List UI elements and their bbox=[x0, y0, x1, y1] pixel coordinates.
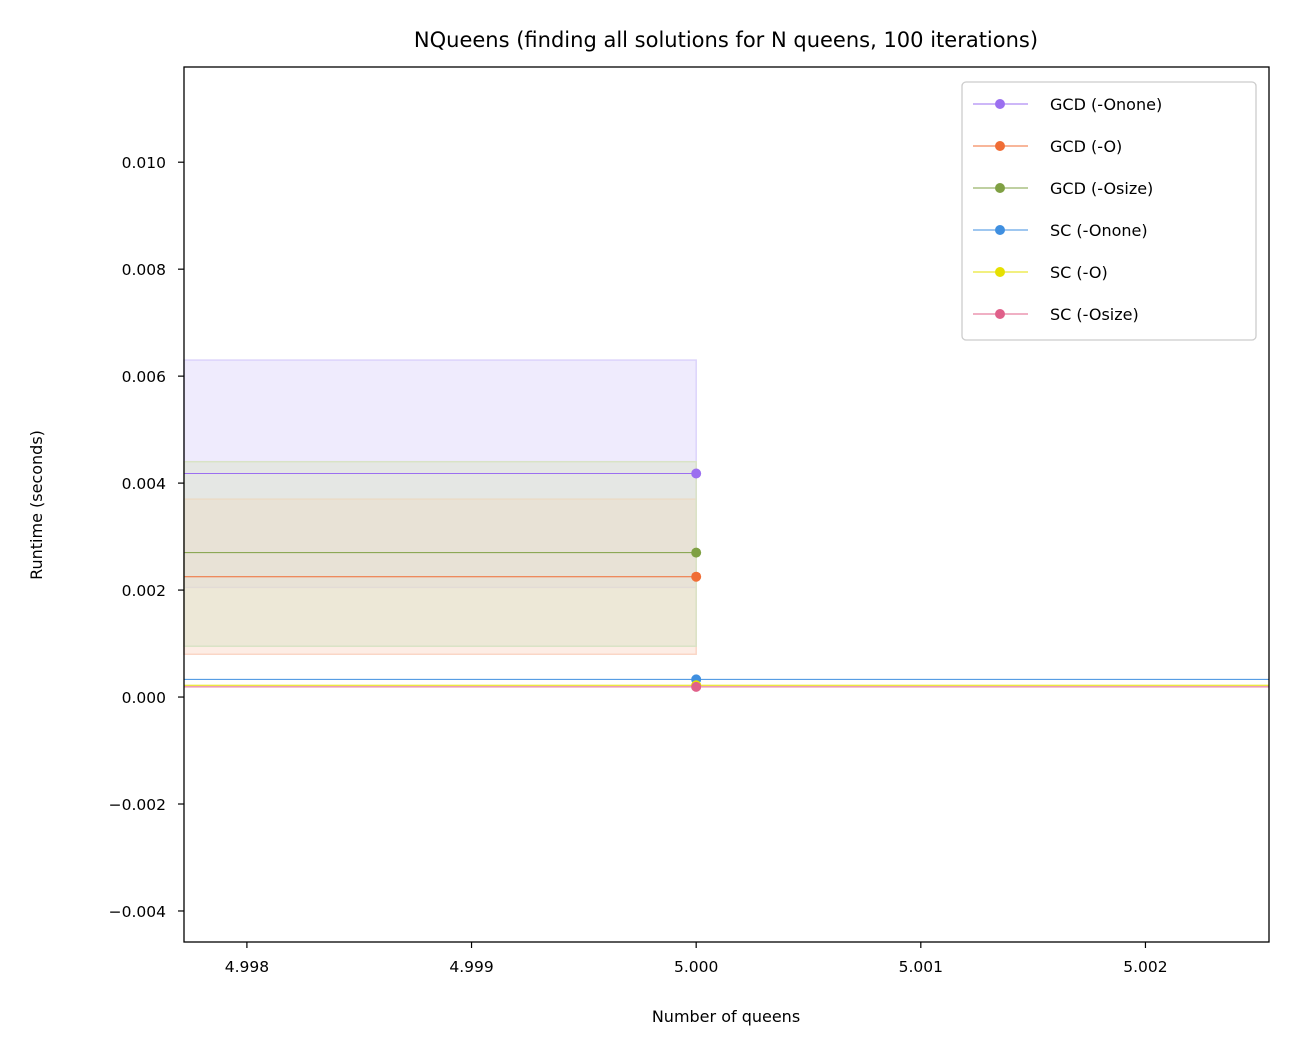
legend-swatch-marker bbox=[995, 183, 1005, 193]
legend-box bbox=[961, 81, 1257, 341]
confidence-bands bbox=[183, 359, 697, 656]
legend-swatch-marker bbox=[995, 141, 1005, 151]
data-point bbox=[691, 681, 702, 692]
legend-swatch-marker bbox=[995, 225, 1005, 235]
y-tick-label: 0.000 bbox=[122, 689, 166, 707]
series-points bbox=[691, 468, 702, 692]
data-point bbox=[691, 468, 702, 479]
axis-ticks: 4.998 4.999 5.000 5.001 5.002 −0.004 −0.002 0.0… bbox=[109, 154, 1168, 976]
legend-swatch-marker bbox=[995, 267, 1005, 277]
y-axis-label: Runtime (seconds) bbox=[27, 430, 46, 580]
x-tick-label: 4.998 bbox=[225, 958, 269, 976]
y-tick-label: 0.004 bbox=[122, 475, 166, 493]
x-tick-label: 4.999 bbox=[449, 958, 493, 976]
data-point bbox=[691, 547, 702, 558]
y-tick-label: 0.006 bbox=[122, 368, 166, 386]
x-tick-label: 5.000 bbox=[674, 958, 718, 976]
x-tick-label: 5.001 bbox=[899, 958, 943, 976]
legend: GCD (-Onone) GCD (-O) GCD (-Osize) SC (-Ono… bbox=[961, 81, 1257, 341]
legend-swatch-marker bbox=[995, 309, 1005, 319]
y-tick-label: 0.008 bbox=[122, 261, 166, 279]
legend-entry-label: SC (-Osize) bbox=[1050, 305, 1139, 324]
data-point bbox=[691, 571, 702, 582]
legend-swatch-marker bbox=[995, 99, 1005, 109]
series-lines bbox=[184, 472, 1269, 688]
chart-title: NQueens (finding all solutions for N que… bbox=[414, 28, 1038, 52]
y-tick-label: 0.010 bbox=[122, 154, 166, 172]
y-tick-label: −0.002 bbox=[109, 796, 166, 814]
x-tick-label: 5.002 bbox=[1123, 958, 1167, 976]
legend-entry-label: SC (-Onone) bbox=[1050, 221, 1148, 240]
plot-frame bbox=[183, 66, 1270, 943]
confidence-band bbox=[183, 460, 697, 647]
legend-entry-label: GCD (-Osize) bbox=[1050, 179, 1153, 198]
y-tick-label: 0.002 bbox=[122, 582, 166, 600]
legend-entry-label: GCD (-O) bbox=[1050, 137, 1122, 156]
x-axis-label: Number of queens bbox=[652, 1007, 800, 1026]
legend-entry-label: GCD (-Onone) bbox=[1050, 95, 1162, 114]
legend-entry-label: SC (-O) bbox=[1050, 263, 1108, 282]
y-tick-label: −0.004 bbox=[109, 903, 166, 921]
